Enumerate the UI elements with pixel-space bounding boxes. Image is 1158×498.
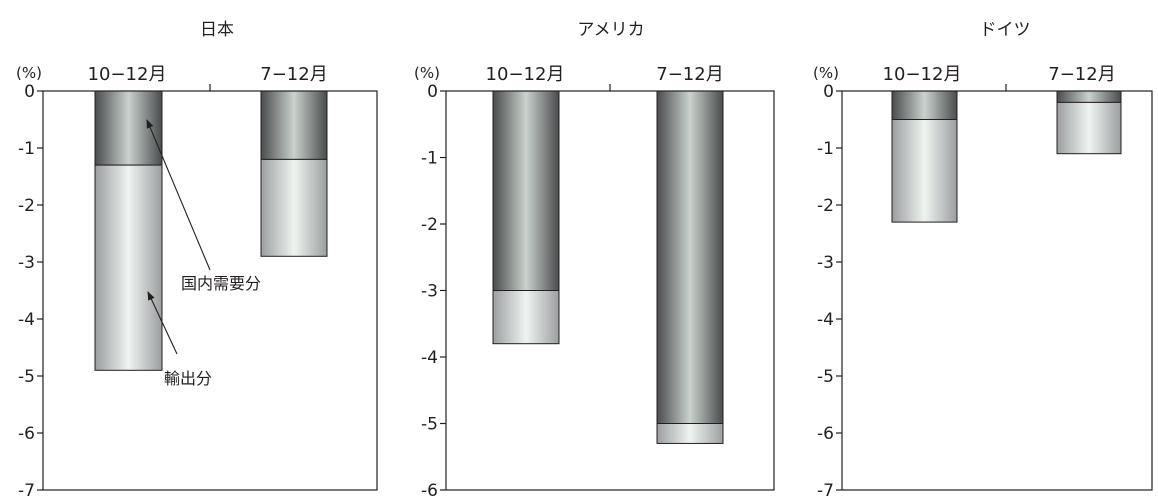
y-axis-ticks: 0 -1 -2 -3 -4 -5 -6 -7 [817, 82, 842, 498]
annotation-label: 国内需要分 [181, 274, 261, 293]
panel-title: ドイツ [980, 20, 1031, 40]
chart-panel-germany: ドイツ (%) 10−12月 7−12月 0 -1 -2 -3 -4 -5 -6 -7 [813, 20, 1153, 498]
bar-segment [1056, 101, 1122, 155]
bars [492, 90, 724, 444]
y-tick-label: -4 [817, 310, 834, 330]
unit-label: (%) [813, 64, 839, 82]
y-tick-label: -6 [18, 424, 35, 444]
y-tick-label: -2 [421, 215, 438, 235]
y-tick-label: -4 [18, 310, 35, 330]
bar-segment [656, 90, 724, 424]
y-tick-label: -1 [421, 149, 438, 169]
y-tick-label: -6 [421, 481, 438, 498]
y-tick-label: -6 [817, 424, 834, 444]
bar-segment [492, 290, 560, 345]
bar-segment [492, 90, 560, 291]
y-tick-label: -1 [18, 139, 35, 159]
bar-segment [260, 90, 328, 160]
y-tick-label: 0 [427, 82, 438, 102]
bar-segment [891, 119, 958, 223]
bar-segment [656, 423, 724, 444]
category-label: 10−12月 [883, 64, 962, 85]
annotation-arrow [146, 119, 211, 271]
y-tick-label: -2 [18, 196, 35, 216]
bar-segment [891, 90, 958, 120]
annotation-arrow [147, 291, 178, 355]
panel-title: 日本 [200, 20, 234, 40]
y-tick-label: -1 [817, 139, 834, 159]
y-axis-ticks: 0 -1 -2 -3 -4 -5 -6 -7 [18, 82, 43, 498]
y-tick-label: -7 [18, 481, 35, 498]
panel-title: アメリカ [577, 20, 644, 40]
y-tick-label: -5 [421, 415, 438, 435]
y-tick-label: -2 [817, 196, 834, 216]
y-tick-label: -3 [18, 253, 35, 273]
chart-panel-japan: 日本 (%) 10−12月 7−12月 0 -1 -2 -3 -4 -5 -6 -7 国内需要… [16, 20, 378, 498]
category-label: 7−12月 [260, 64, 327, 85]
y-tick-label: 0 [823, 82, 834, 102]
category-label: 7−12月 [1048, 64, 1115, 85]
category-label: 10−12月 [486, 64, 565, 85]
y-tick-label: -4 [421, 348, 438, 368]
bars [891, 90, 1122, 223]
y-axis-ticks: 0 -1 -2 -3 -4 -5 -6 [421, 82, 446, 498]
bar-segment [1056, 90, 1122, 103]
bars [94, 90, 328, 371]
y-tick-label: -3 [817, 253, 834, 273]
y-tick-label: -7 [817, 481, 834, 498]
y-tick-label: -5 [18, 367, 35, 387]
category-label: 7−12月 [656, 64, 723, 85]
plot-frame [841, 90, 1153, 491]
y-tick-label: 0 [24, 82, 35, 102]
y-tick-label: -3 [421, 282, 438, 302]
y-tick-label: -5 [817, 367, 834, 387]
bar-segment [94, 90, 163, 166]
category-label: 10−12月 [88, 64, 167, 85]
bar-segment [260, 158, 328, 257]
unit-label: (%) [414, 64, 440, 82]
unit-label: (%) [16, 64, 42, 82]
annotation-label: 輸出分 [164, 369, 212, 388]
chart-panel-usa: アメリカ (%) 10−12月 7−12月 0 -1 -2 -3 -4 -5 -6 [414, 20, 775, 498]
bar-segment [94, 164, 163, 371]
